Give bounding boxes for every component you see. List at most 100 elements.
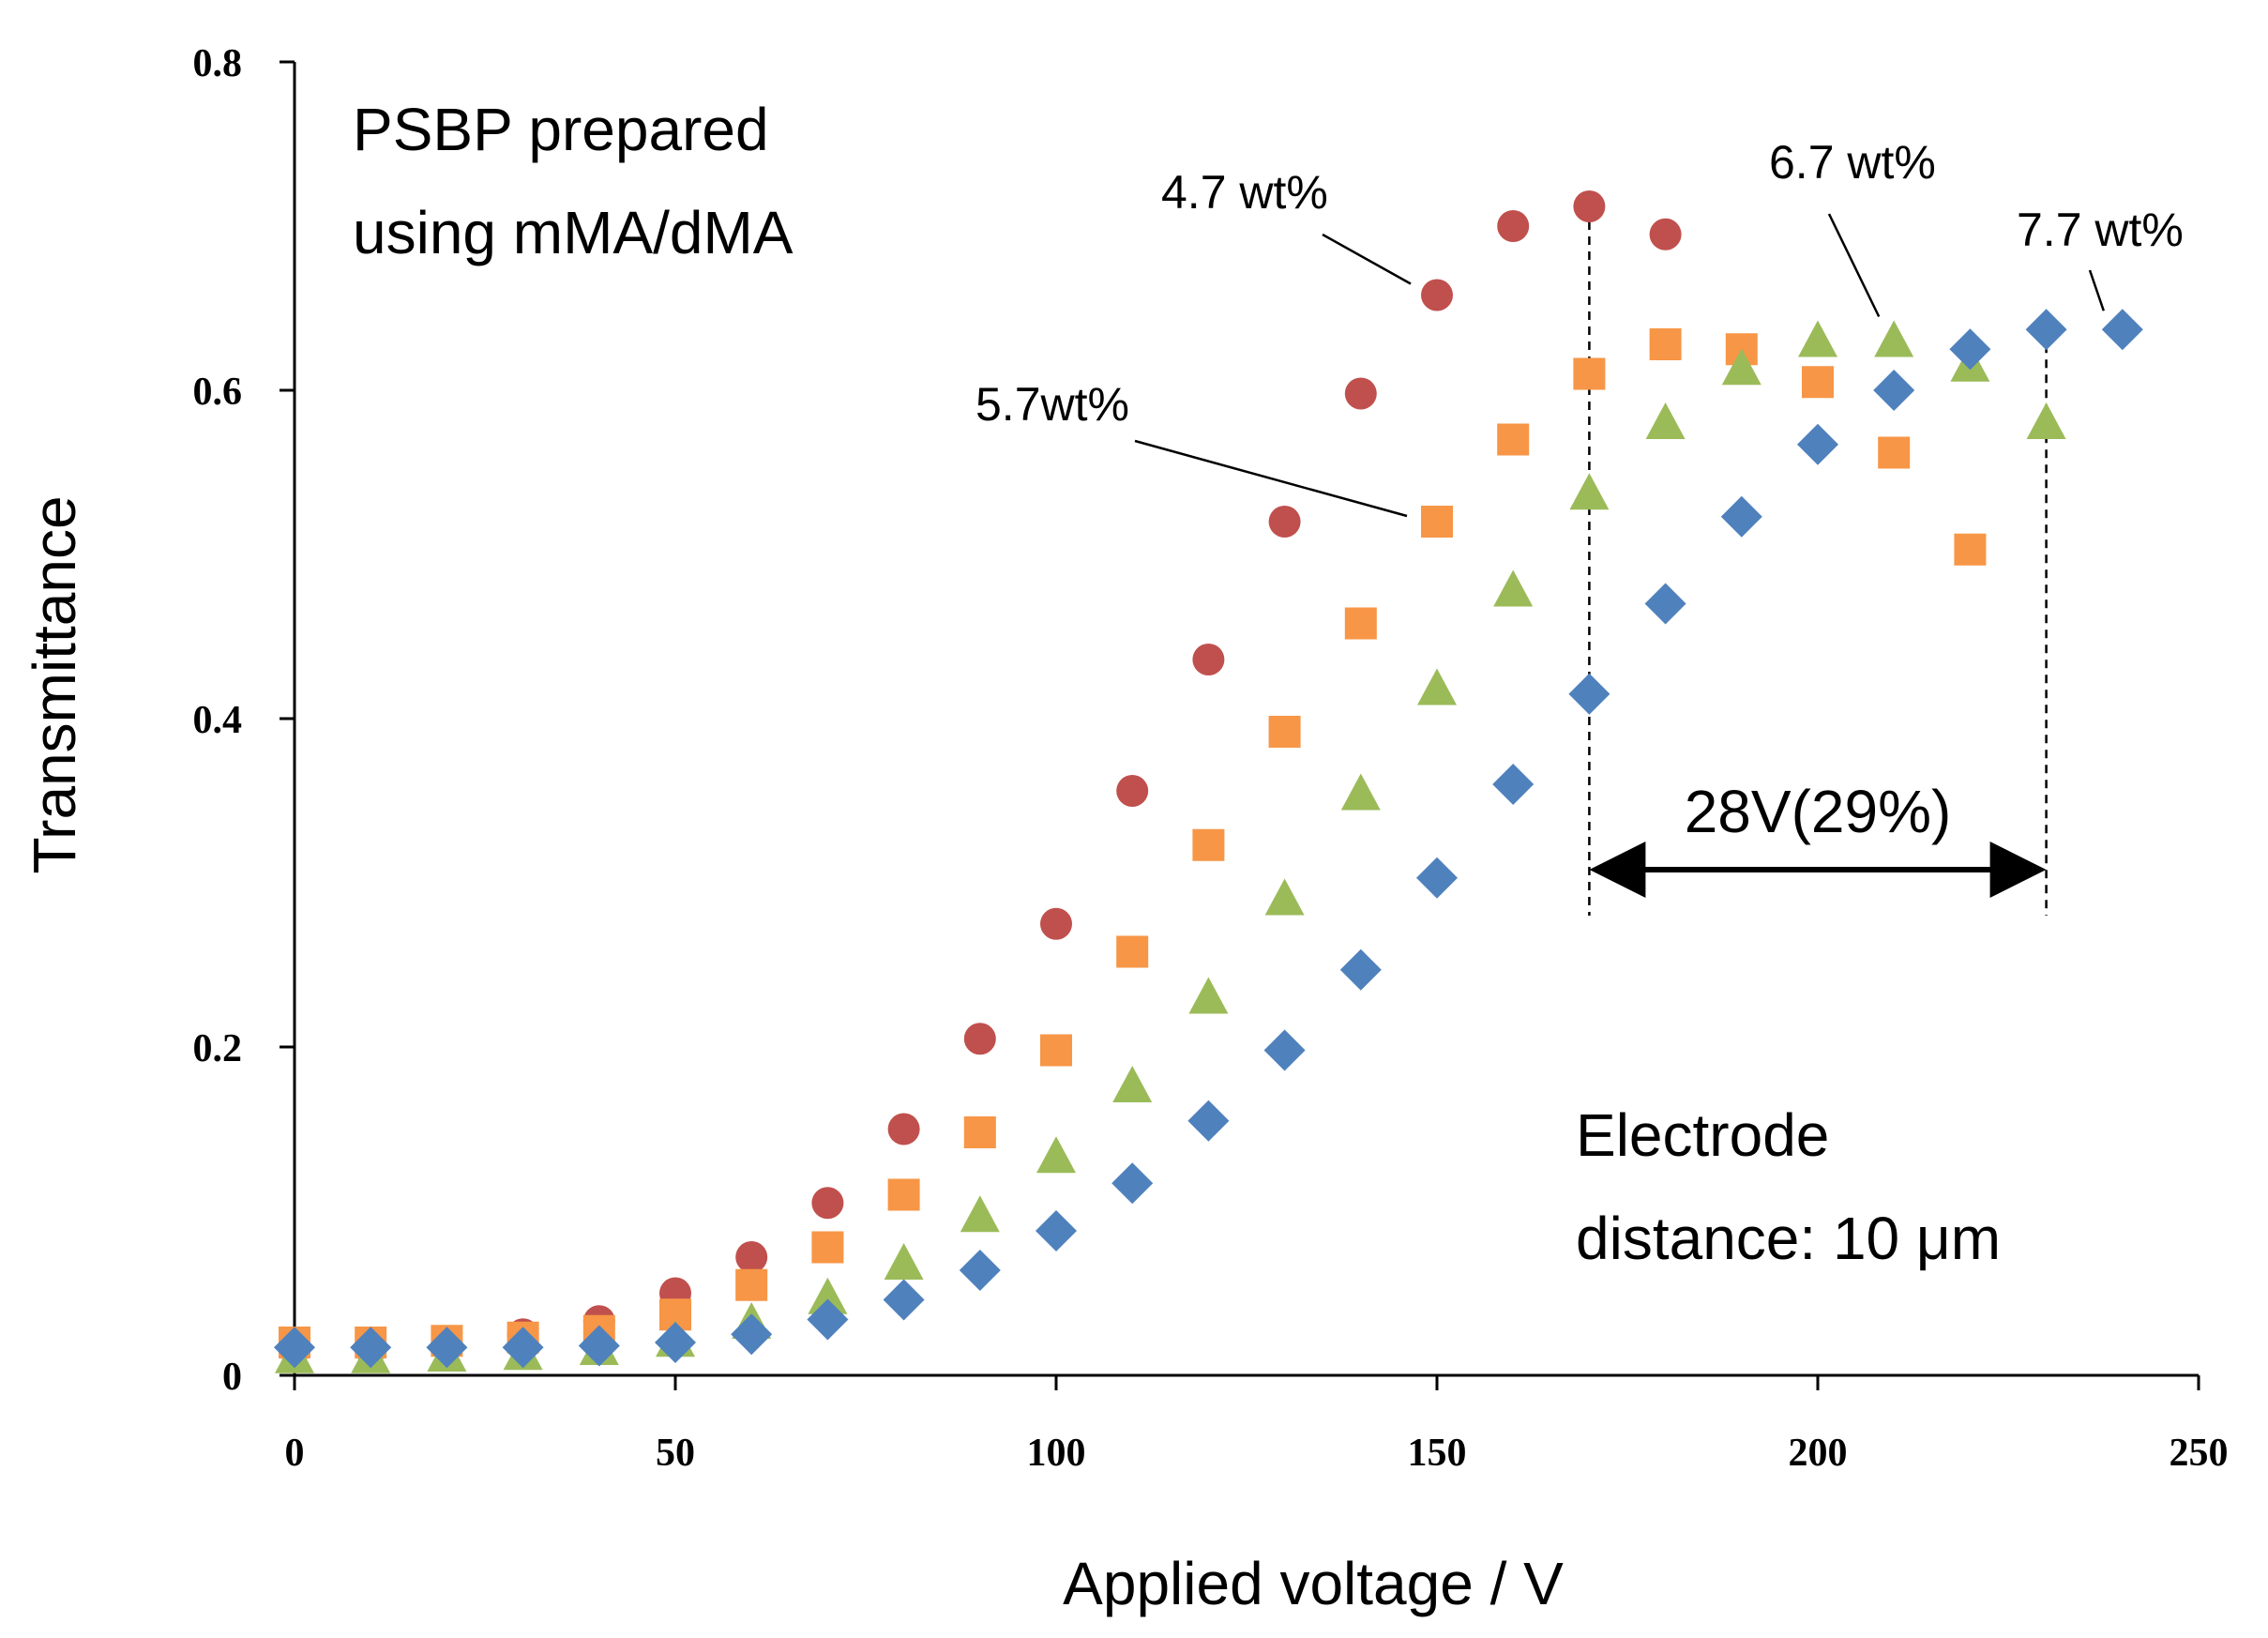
data-point: [960, 1195, 1000, 1233]
data-point: [1649, 218, 1682, 250]
callout-label: 5.7wt%: [975, 378, 1129, 431]
data-point: [350, 1327, 392, 1369]
data-point: [1116, 775, 1149, 807]
data-point: [2026, 402, 2066, 439]
data-point: [959, 1250, 1001, 1291]
data-point: [1112, 1066, 1153, 1102]
x-axis-title: Applied voltage / V: [1063, 1550, 1564, 1617]
electrode-line-1: Electrode: [1576, 1101, 1829, 1169]
data-point: [811, 1187, 844, 1220]
x-tick-label: 250: [2170, 1432, 2229, 1475]
data-point: [1192, 644, 1225, 675]
data-point: [1873, 370, 1915, 411]
data-point: [1954, 533, 1987, 566]
data-point: [735, 1268, 768, 1301]
data-point: [1721, 348, 1761, 386]
data-point: [502, 1327, 544, 1369]
callout-label: 6.7 wt%: [1769, 136, 1936, 189]
data-point: [1492, 764, 1535, 805]
data-point: [1798, 320, 1837, 357]
data-point: [1649, 328, 1682, 360]
data-point: [887, 1178, 920, 1211]
data-point: [887, 1113, 920, 1145]
x-ticks: 0 50 100 150 200 250: [285, 1375, 2229, 1475]
callout-leader: [1134, 439, 1408, 518]
x-tick-label: 100: [1027, 1432, 1086, 1475]
data-point: [1421, 506, 1453, 538]
data-point: [2101, 309, 2143, 351]
data-point: [1344, 607, 1377, 640]
y-axis-title: Transmittance: [21, 495, 88, 873]
y-tick-label: 0: [222, 1356, 242, 1399]
callout-leader: [1827, 213, 1881, 318]
data-point: [1949, 328, 1991, 371]
data-point: [1116, 935, 1149, 968]
data-point: [1339, 948, 1382, 991]
data-point: [735, 1241, 768, 1273]
data-point: [1568, 673, 1610, 715]
data-point: [1644, 583, 1686, 625]
data-point: [963, 1023, 996, 1055]
series-circle-0: [279, 190, 1682, 1365]
x-tick-label: 200: [1789, 1432, 1848, 1475]
callout-leader: [2088, 269, 2105, 311]
y-tick-label: 0.8: [193, 42, 243, 85]
data-point: [2025, 309, 2067, 351]
data-point: [811, 1231, 844, 1264]
callout-label: 7.7 wt%: [2017, 204, 2184, 256]
data-point: [1573, 357, 1606, 390]
callout-label: 4.7 wt%: [1161, 166, 1328, 219]
y-ticks: 0 0.2 0.4 0.6 0.8: [193, 42, 295, 1399]
data-point: [1268, 506, 1301, 538]
title-line-2: using mMA/dMA: [353, 199, 794, 266]
y-tick-label: 0.6: [193, 371, 243, 414]
y-tick-label: 0.2: [193, 1027, 243, 1070]
data-point: [1268, 716, 1301, 748]
axes: 0 0.2 0.4 0.6 0.8 0 50 100 150 200 250: [193, 42, 2229, 1475]
data-point: [1264, 878, 1305, 916]
data-point: [1573, 190, 1606, 222]
data-point: [1036, 1136, 1076, 1174]
data-point: [1036, 1210, 1077, 1251]
data-point: [1040, 1034, 1072, 1067]
data-point: [1421, 279, 1453, 311]
data-point: [1797, 423, 1838, 465]
data-point: [1344, 377, 1377, 410]
data-point: [1645, 402, 1686, 439]
data-point: [808, 1277, 848, 1314]
data-markers: [274, 190, 2143, 1373]
shift-label: 28V(29%): [1685, 778, 1952, 845]
annotations: PSBP prepared using mMA/dMA Electrode dista…: [353, 96, 2184, 1272]
data-point: [884, 1243, 924, 1280]
electrode-line-2: distance: 10 μm: [1576, 1205, 2001, 1272]
data-point: [807, 1298, 849, 1341]
y-tick-label: 0.4: [193, 699, 243, 742]
data-point: [963, 1116, 996, 1148]
data-point: [1874, 320, 1914, 357]
data-point: [1802, 366, 1834, 399]
data-point: [578, 1325, 620, 1367]
title-line-1: PSBP prepared: [353, 96, 769, 163]
data-point: [655, 1322, 696, 1363]
data-point: [1497, 210, 1530, 242]
data-point: [1187, 1100, 1230, 1142]
data-point: [426, 1327, 468, 1369]
data-point: [1720, 495, 1762, 538]
data-point: [274, 1327, 315, 1369]
data-point: [1493, 569, 1534, 607]
data-point: [1040, 907, 1072, 940]
data-point: [883, 1279, 925, 1321]
data-point: [1416, 857, 1458, 899]
callout-leader: [1322, 233, 1412, 285]
data-point: [1111, 1162, 1154, 1205]
data-point: [1497, 423, 1530, 456]
data-point: [1878, 436, 1911, 469]
data-point: [1188, 977, 1229, 1014]
x-tick-label: 0: [285, 1432, 305, 1475]
series-diamond-3: [274, 309, 2143, 1369]
data-point: [1340, 773, 1381, 811]
data-point: [1263, 1029, 1306, 1071]
data-point: [1192, 828, 1225, 861]
data-point: [1569, 473, 1610, 510]
